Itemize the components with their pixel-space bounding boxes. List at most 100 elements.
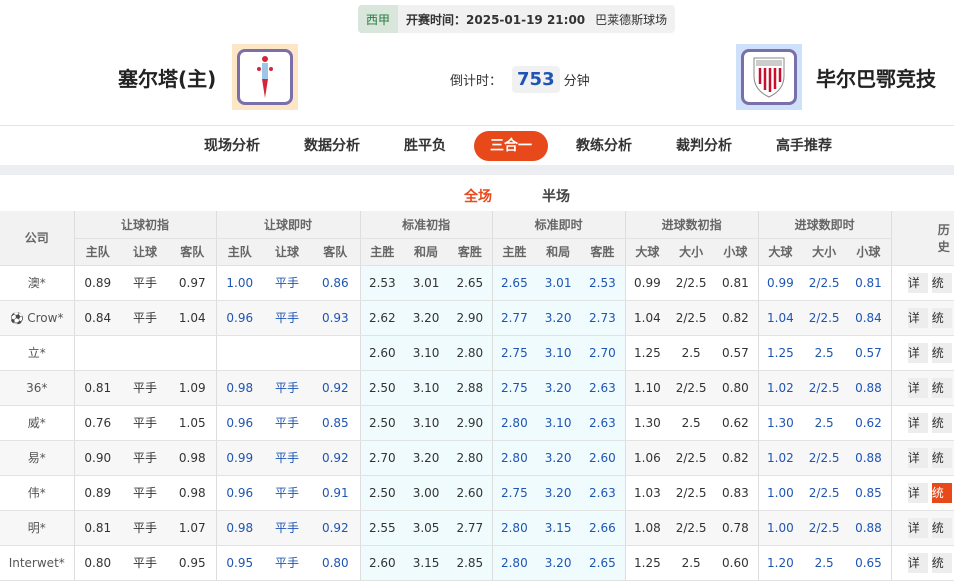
odds-cell[interactable]: 2.75 — [491, 370, 537, 406]
stats-button[interactable]: 统 — [931, 447, 952, 468]
odds-cell[interactable]: 2.73 — [580, 300, 626, 336]
stats-button[interactable]: 统 — [931, 482, 952, 503]
odds-cell[interactable]: 0.57 — [846, 335, 892, 371]
odds-cell[interactable]: 0.96 — [215, 405, 264, 441]
detail-button[interactable]: 详 — [907, 482, 928, 503]
odds-cell[interactable]: 3.15 — [536, 510, 581, 546]
odds-cell[interactable]: 0.88 — [846, 370, 892, 406]
odds-cell[interactable]: 1.00 — [757, 510, 803, 546]
period-tab-1[interactable]: 半场 — [542, 189, 570, 205]
odds-cell[interactable]: 0.81 — [846, 265, 892, 301]
home-team-logo[interactable] — [232, 44, 298, 110]
odds-cell[interactable] — [215, 335, 264, 371]
odds-cell[interactable]: 3.20 — [536, 475, 581, 511]
odds-cell[interactable]: 0.99 — [215, 440, 264, 476]
odds-cell[interactable]: 0.88 — [846, 510, 892, 546]
odds-cell[interactable]: 1.00 — [215, 265, 264, 301]
company-cell[interactable]: 威* — [0, 405, 74, 441]
odds-cell[interactable]: 2/2.5 — [802, 265, 847, 301]
detail-button[interactable]: 详 — [907, 307, 928, 328]
odds-cell[interactable]: 0.65 — [846, 545, 892, 581]
odds-cell[interactable]: 2.5 — [802, 405, 847, 441]
stats-button[interactable]: 统 — [931, 272, 952, 293]
odds-cell[interactable]: 0.92 — [311, 510, 361, 546]
odds-cell[interactable]: 2.63 — [580, 405, 626, 441]
odds-cell[interactable]: 0.98 — [215, 510, 264, 546]
odds-cell[interactable]: 0.86 — [311, 265, 361, 301]
odds-cell[interactable]: 0.84 — [846, 300, 892, 336]
company-cell[interactable]: ⚽ Crow* — [0, 300, 74, 336]
odds-cell[interactable]: 3.20 — [536, 440, 581, 476]
odds-cell[interactable]: 平手 — [263, 475, 312, 511]
odds-cell[interactable]: 2.66 — [580, 510, 626, 546]
odds-cell[interactable]: 2.53 — [580, 265, 626, 301]
company-cell[interactable]: 明* — [0, 510, 74, 546]
odds-cell[interactable]: 2.70 — [580, 335, 626, 371]
odds-cell[interactable]: 3.20 — [536, 370, 581, 406]
away-team-logo[interactable] — [736, 44, 802, 110]
odds-cell[interactable]: 0.96 — [215, 475, 264, 511]
odds-cell[interactable]: 2.65 — [491, 265, 537, 301]
stats-button[interactable]: 统 — [931, 342, 952, 363]
odds-cell[interactable]: 2.80 — [491, 510, 537, 546]
odds-cell[interactable]: 3.20 — [536, 300, 581, 336]
stats-button[interactable]: 统 — [931, 552, 952, 573]
nav-tab-0[interactable]: 现场分析 — [204, 138, 260, 154]
odds-cell[interactable]: 3.10 — [536, 405, 581, 441]
odds-cell[interactable]: 平手 — [263, 265, 312, 301]
odds-cell[interactable]: 1.30 — [757, 405, 803, 441]
odds-cell[interactable]: 1.02 — [757, 440, 803, 476]
odds-cell[interactable]: 3.01 — [536, 265, 581, 301]
odds-cell[interactable]: 2.80 — [491, 545, 537, 581]
company-cell[interactable]: 易* — [0, 440, 74, 476]
odds-cell[interactable]: 0.88 — [846, 440, 892, 476]
odds-cell[interactable]: 2.77 — [491, 300, 537, 336]
detail-button[interactable]: 详 — [907, 272, 928, 293]
company-cell[interactable]: 伟* — [0, 475, 74, 511]
odds-cell[interactable]: 2.5 — [802, 335, 847, 371]
odds-cell[interactable]: 0.93 — [311, 300, 361, 336]
odds-cell[interactable]: 0.85 — [846, 475, 892, 511]
odds-cell[interactable]: 平手 — [263, 405, 312, 441]
stats-button[interactable]: 统 — [931, 412, 952, 433]
odds-cell[interactable]: 0.95 — [215, 545, 264, 581]
odds-cell[interactable]: 2.80 — [491, 405, 537, 441]
odds-cell[interactable]: 平手 — [263, 545, 312, 581]
nav-tab-1[interactable]: 数据分析 — [304, 138, 360, 154]
odds-cell[interactable]: 2/2.5 — [802, 370, 847, 406]
odds-cell[interactable]: 0.92 — [311, 440, 361, 476]
odds-cell[interactable]: 1.02 — [757, 370, 803, 406]
odds-cell[interactable]: 2.63 — [580, 370, 626, 406]
odds-cell[interactable]: 0.80 — [311, 545, 361, 581]
odds-cell[interactable]: 平手 — [263, 300, 312, 336]
company-cell[interactable]: Interwet* — [0, 545, 74, 581]
odds-cell[interactable]: 3.10 — [536, 335, 581, 371]
odds-cell[interactable]: 0.85 — [311, 405, 361, 441]
detail-button[interactable]: 详 — [907, 377, 928, 398]
detail-button[interactable]: 详 — [907, 342, 928, 363]
odds-cell[interactable]: 0.62 — [846, 405, 892, 441]
detail-button[interactable]: 详 — [907, 412, 928, 433]
odds-cell[interactable]: 2.60 — [580, 440, 626, 476]
odds-cell[interactable]: 平手 — [263, 440, 312, 476]
odds-cell[interactable]: 平手 — [263, 370, 312, 406]
stats-button[interactable]: 统 — [931, 517, 952, 538]
home-team-name[interactable]: 塞尔塔(主) — [118, 67, 217, 91]
away-team-name[interactable]: 毕尔巴鄂竞技 — [816, 67, 936, 91]
odds-cell[interactable]: 2.75 — [491, 335, 537, 371]
stats-button[interactable]: 统 — [931, 307, 952, 328]
odds-cell[interactable]: 2/2.5 — [802, 300, 847, 336]
odds-cell[interactable]: 0.96 — [215, 300, 264, 336]
odds-cell[interactable]: 2.65 — [580, 545, 626, 581]
odds-cell[interactable]: 2.63 — [580, 475, 626, 511]
company-cell[interactable]: 36* — [0, 370, 74, 406]
odds-cell[interactable]: 0.99 — [757, 265, 803, 301]
odds-cell[interactable]: 1.25 — [757, 335, 803, 371]
company-cell[interactable]: 澳* — [0, 265, 74, 301]
odds-cell[interactable]: 2.75 — [491, 475, 537, 511]
nav-tab-2[interactable]: 胜平负 — [404, 138, 446, 154]
odds-cell[interactable] — [311, 335, 361, 371]
odds-cell[interactable]: 0.91 — [311, 475, 361, 511]
nav-tab-3[interactable]: 三合一 — [474, 131, 548, 161]
odds-cell[interactable]: 0.98 — [215, 370, 264, 406]
